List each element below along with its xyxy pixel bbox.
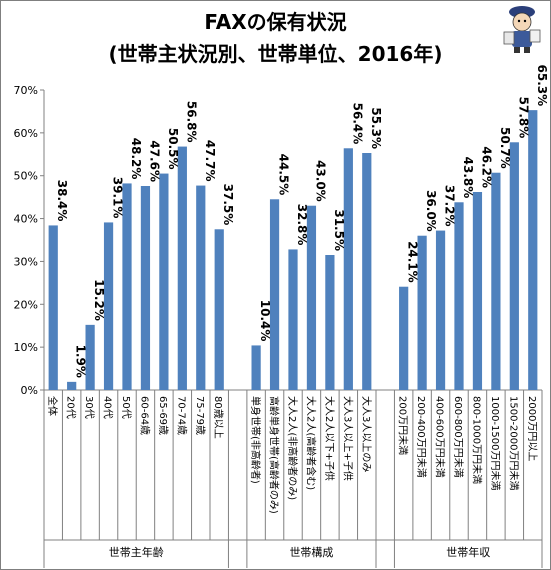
data-label: 31.5% (332, 209, 346, 251)
data-label: 43.8% (461, 157, 475, 199)
x-tick-label: 60-64歳 (138, 396, 150, 435)
data-label: 46.2% (479, 146, 493, 188)
x-tick-label: 30代 (83, 396, 95, 419)
data-label: 47.7% (203, 140, 217, 182)
bar (472, 192, 483, 390)
bar (325, 255, 335, 390)
data-label: 43.0% (313, 160, 327, 202)
y-tick-label: 0% (21, 384, 38, 397)
x-tick-label: 400-600万円未満 (434, 396, 446, 478)
bar (122, 183, 132, 390)
x-tick-label: 600-800万円未満 (452, 396, 464, 478)
x-tick-label: 800-1000万円未満 (470, 396, 482, 484)
y-tick-label: 20% (14, 298, 38, 311)
bar (528, 110, 538, 391)
data-label: 48.2% (129, 138, 143, 180)
data-label: 56.8% (184, 101, 198, 143)
x-tick-label: 全体 (46, 396, 59, 416)
data-label: 57.8% (516, 97, 530, 139)
bar (103, 222, 114, 390)
bar (306, 205, 317, 390)
data-label: 50.5% (166, 128, 180, 170)
y-tick-label: 60% (14, 127, 38, 140)
bar (269, 199, 280, 390)
x-tick-label: 大人2人(非高齢者のみ) (286, 396, 299, 500)
group-label: 世帯構成 (289, 546, 333, 559)
y-tick-label: 30% (14, 255, 38, 268)
bar (454, 202, 464, 390)
x-tick-label: 1000-1500万円未満 (489, 396, 501, 491)
bar (509, 142, 519, 390)
x-tick-label: 大人3人以上+子供 (341, 396, 354, 481)
group-labels: 世帯主年齢 世帯構成 世帯年収 (109, 545, 491, 559)
mascot-logo (503, 6, 541, 53)
category-labels: 全体 20代 30代 40代 50代 60-64歳 65-69歳 70-74歳 75-79歳 80… (46, 396, 538, 514)
bar (251, 345, 261, 390)
data-label: 38.4% (55, 180, 69, 222)
group-label: 世帯主年齢 (109, 545, 164, 559)
bar (435, 230, 446, 390)
bar (85, 324, 95, 390)
bar (288, 249, 298, 390)
x-tick-label: 80歳以上 (212, 396, 224, 439)
data-label: 47.6% (147, 140, 161, 182)
x-tick-label: 高齢単身世帯(高齢者のみ) (268, 396, 281, 514)
bar (140, 186, 151, 390)
data-label: 55.3% (369, 107, 383, 149)
y-tick-label: 70% (14, 84, 38, 97)
x-tick-label: 200-400万円未満 (415, 396, 427, 478)
x-tick-label: 20代 (65, 396, 77, 419)
x-tick-label: 大人2人(高齢者含む) (304, 396, 317, 490)
data-label: 39.1% (111, 177, 125, 219)
x-tick-label: 65-69歳 (157, 396, 169, 435)
y-tick-label: 50% (14, 170, 38, 183)
x-tick-label: 40代 (102, 396, 114, 419)
data-label: 32.8% (295, 204, 309, 246)
data-label: 50.7% (498, 127, 512, 169)
bar (491, 172, 501, 390)
data-label: 36.0% (424, 190, 438, 232)
x-tick-label: 大人2人以下+子供 (323, 396, 336, 481)
data-labels: 38.4% 1.9% 15.2% 39.1% 48.2% 47.6% 50.5% 56.8% 4… (55, 65, 549, 378)
bar (196, 185, 206, 390)
y-tick-label: 10% (14, 341, 38, 354)
x-tick-label: 大人3人以上のみ (360, 396, 373, 472)
data-label: 10.4% (258, 300, 272, 342)
x-tick-label: 70-74歳 (175, 396, 187, 435)
data-label: 44.5% (277, 154, 291, 196)
bar (399, 286, 409, 390)
chart-title: FAXの保有状況 (204, 10, 347, 34)
data-label: 24.1% (406, 241, 420, 283)
bars (48, 110, 538, 391)
data-label: 37.5% (221, 184, 235, 226)
bar (417, 235, 427, 390)
data-label: 15.2% (92, 279, 106, 321)
bar (177, 146, 187, 390)
data-label: 37.2% (443, 185, 457, 227)
group-label: 世帯年収 (446, 545, 490, 559)
data-label: 56.4% (350, 103, 364, 145)
x-tick-label: 1500-2000万円未満 (507, 396, 519, 491)
bar (362, 153, 372, 390)
x-tick-label: 75-79歳 (194, 396, 206, 435)
bar (48, 225, 58, 390)
data-label: 65.3% (535, 65, 549, 107)
x-tick-label: 2000万円以上 (526, 396, 538, 461)
bar (214, 229, 224, 390)
bar (67, 381, 77, 390)
x-tick-label: 50代 (120, 396, 132, 419)
y-tick-label: 40% (14, 213, 38, 226)
data-label: 1.9% (74, 345, 88, 378)
x-tick-label: 単身世帯(非高齢者) (249, 396, 262, 484)
bar (159, 173, 169, 390)
bar (343, 148, 353, 390)
x-tick-label: 200万円未満 (397, 396, 409, 455)
chart-subtitle: (世帯主状況別、世帯単位、2016年) (108, 42, 443, 66)
